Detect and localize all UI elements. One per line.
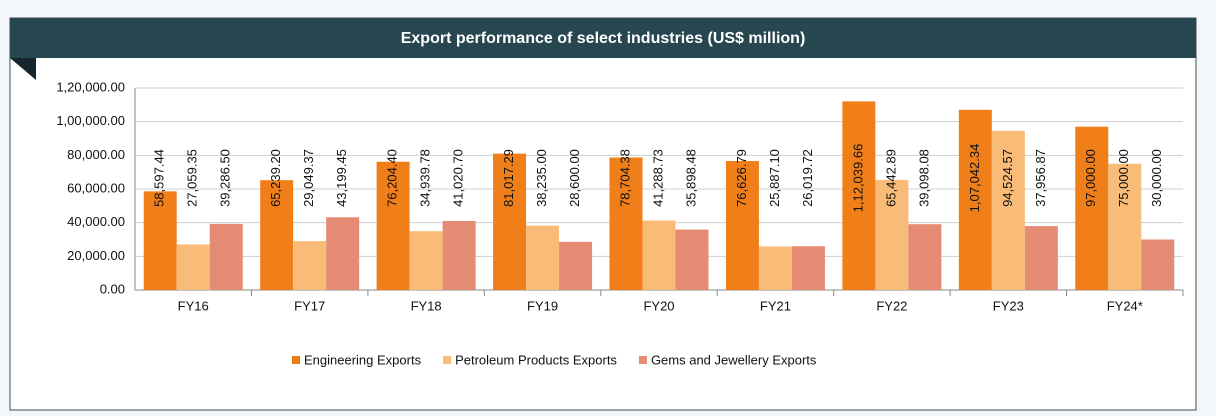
data-label: 58,597.44 [152,149,167,207]
data-label: 78,704.38 [617,149,632,207]
data-label: 97,000.00 [1083,149,1098,207]
bar [376,161,410,290]
data-label: 65,442.89 [883,149,898,207]
bar [758,246,792,290]
fold [10,58,36,80]
y-tick-label: 1,00,000.00 [56,113,125,128]
x-tick-label: FY19 [527,298,558,313]
data-label: 75,000.00 [1116,149,1131,207]
x-tick-label: FY18 [411,298,442,313]
bar [143,191,177,290]
data-label: 43,199.45 [334,149,349,207]
bar [642,220,676,290]
legend-label: Gems and Jewellery Exports [651,352,817,367]
bar [209,223,243,290]
bar [526,225,560,290]
y-tick-label: 60,000.00 [67,180,125,195]
data-label: 35,898.48 [683,149,698,207]
data-label: 41,020.70 [451,149,466,207]
bar [493,153,527,290]
y-tick-label: 1,20,000.00 [56,79,125,94]
x-tick-label: FY24* [1107,298,1143,313]
x-tick-label: FY21 [760,298,791,313]
data-label: 76,204.40 [385,149,400,207]
data-label: 41,288.73 [650,149,665,207]
bar [675,229,709,290]
legend-swatch [443,356,452,364]
y-tick-label: 20,000.00 [67,248,125,263]
y-tick-label: 40,000.00 [67,214,125,229]
data-label: 37,956.87 [1033,149,1048,207]
title-bar [10,18,1196,58]
x-tick-label: FY23 [993,298,1024,313]
data-label: 65,239.20 [268,149,283,207]
bar [991,130,1025,290]
data-label: 34,939.78 [418,149,433,207]
bar [1108,163,1142,290]
data-label: 29,049.37 [301,149,316,207]
bar [442,220,476,290]
x-tick-label: FY16 [178,298,209,313]
bar [1075,126,1109,290]
y-tick-label: 80,000.00 [67,147,125,162]
bar [1141,239,1175,290]
data-label: 76,626.79 [734,149,749,207]
data-label: 39,098.08 [916,149,931,207]
bar [725,161,759,290]
bar [875,179,909,290]
legend-label: Engineering Exports [304,352,422,367]
y-tick-label: 0.00 [100,281,125,296]
bar [609,157,643,290]
data-label: 81,017.29 [501,149,516,207]
bar [260,180,294,290]
data-label: 1,07,042.34 [967,144,982,213]
data-label: 30,000.00 [1149,149,1164,207]
data-label: 26,019.72 [800,149,815,207]
bar [1024,226,1058,290]
legend-swatch [292,356,300,364]
data-label: 28,600.00 [567,149,582,207]
bar [842,101,876,290]
bar [326,217,360,290]
bar [791,246,825,290]
bar [293,241,327,290]
data-label: 27,059.35 [185,149,200,207]
legend-label: Petroleum Products Exports [455,352,617,367]
data-label: 39,286.50 [218,149,233,207]
bar [908,224,942,290]
bar [176,244,210,290]
chart-title: Export performance of select industries … [401,30,806,47]
bar [958,109,992,290]
x-tick-label: FY17 [294,298,325,313]
data-label: 1,12,039.66 [850,144,865,213]
x-tick-label: FY22 [876,298,907,313]
legend-swatch [638,356,647,364]
data-label: 38,235.00 [534,149,549,207]
x-tick-label: FY20 [643,298,674,313]
bar [559,241,593,290]
data-label: 25,887.10 [767,149,782,207]
bar [409,231,443,290]
data-label: 94,524.57 [1000,149,1015,207]
